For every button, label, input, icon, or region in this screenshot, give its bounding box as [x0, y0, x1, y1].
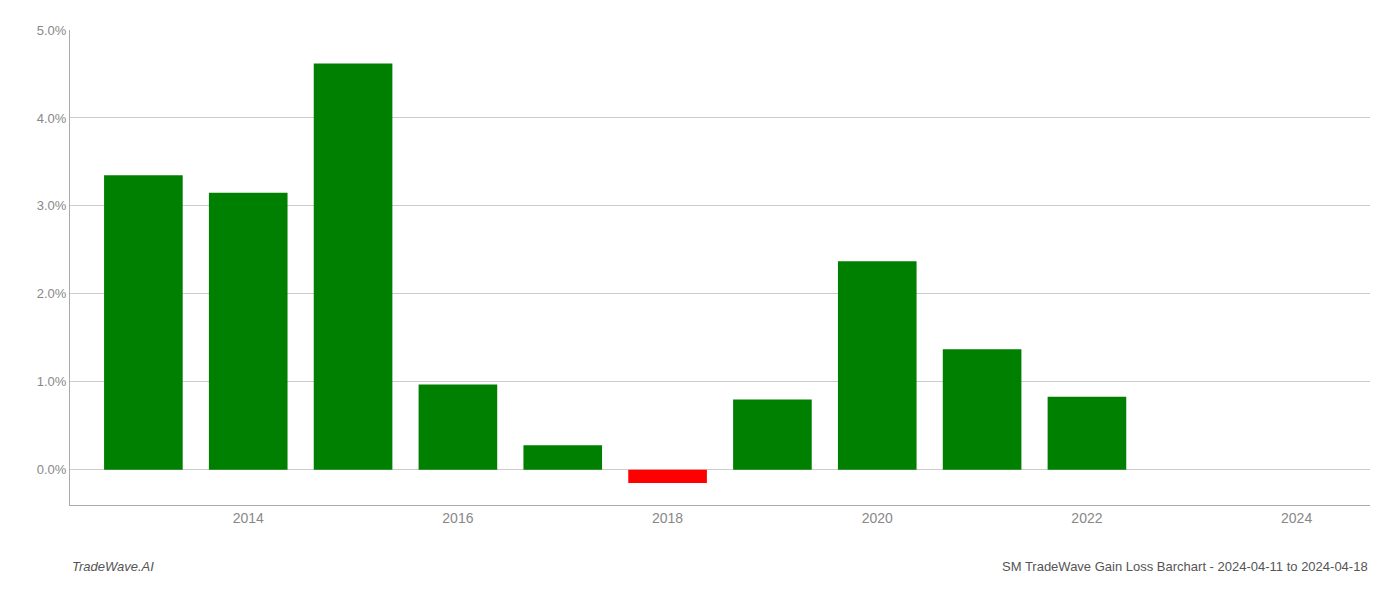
svg-text:0.0%: 0.0%	[37, 462, 67, 477]
svg-text:2018: 2018	[652, 510, 683, 526]
svg-text:2.0%: 2.0%	[37, 286, 67, 301]
svg-text:2020: 2020	[862, 510, 893, 526]
svg-text:2016: 2016	[442, 510, 473, 526]
svg-text:3.0%: 3.0%	[37, 198, 67, 213]
svg-text:TradeWave.AI: TradeWave.AI	[72, 559, 154, 574]
svg-text:2014: 2014	[233, 510, 264, 526]
svg-text:2024: 2024	[1281, 510, 1312, 526]
svg-text:4.0%: 4.0%	[37, 111, 67, 126]
svg-text:2022: 2022	[1071, 510, 1102, 526]
svg-text:SM TradeWave Gain Loss Barchar: SM TradeWave Gain Loss Barchart - 2024-0…	[1002, 559, 1368, 574]
svg-text:1.0%: 1.0%	[37, 374, 67, 389]
svg-text:5.0%: 5.0%	[37, 23, 67, 38]
